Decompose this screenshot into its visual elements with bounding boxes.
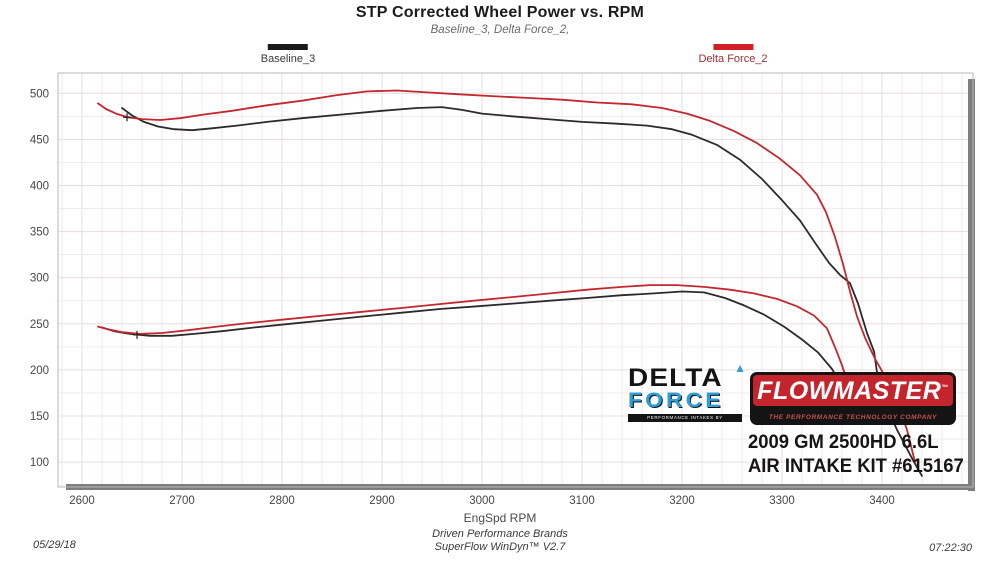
delta-force-logo-force-text: FORCE — [628, 389, 724, 412]
flowmaster-trademark: ™ — [941, 384, 949, 392]
y-tick-label: 400 — [30, 180, 49, 192]
delta-force-logo-tagline: PERFORMANCE INTAKES BY FLOWMASTER — [628, 414, 742, 422]
legend-swatch-delta-force-2 — [713, 44, 753, 50]
y-tick-label: 500 — [30, 88, 49, 100]
vehicle-info-line1: 2009 GM 2500HD 6.6L — [748, 432, 939, 453]
series-baseline3-power — [121, 106, 923, 477]
y-tick-label: 450 — [30, 134, 49, 146]
footer-brand-line: Driven Performance Brands — [432, 528, 568, 540]
delta-force-triangle-icon: ▲ — [734, 361, 746, 375]
legend-swatch-baseline-3 — [268, 44, 308, 50]
footer-software-line: SuperFlow WinDyn™ V2.7 — [434, 541, 566, 553]
delta-force-logo: DELTA ▲ FORCE PERFORMANCE INTAKES BY FLO… — [628, 361, 748, 430]
y-tick-label: 300 — [30, 273, 49, 285]
flowmaster-logo-tagline: THE PERFORMANCE TECHNOLOGY COMPANY — [768, 414, 938, 421]
flowmaster-logo-name-text: FLOWMASTER — [757, 377, 942, 405]
axis-shadow-right — [968, 79, 975, 491]
x-tick-label: 3100 — [569, 495, 595, 507]
plot-frame — [57, 72, 974, 488]
legend-label-delta-force-2: Delta Force_2 — [698, 53, 768, 65]
footer-center: Driven Performance Brands SuperFlow WinD… — [0, 528, 1000, 554]
series-deltaforce2-lower — [97, 284, 847, 379]
delta-force-logo-delta-text: DELTA — [628, 364, 723, 392]
legend-item-delta-force-2: Delta Force_2 — [698, 44, 768, 65]
legend-label-baseline-3: Baseline_3 — [260, 53, 316, 65]
footer-date: 05/29/18 — [33, 539, 76, 551]
flowmaster-logo-red-band — [753, 375, 953, 406]
x-axis-label: EngSpd RPM — [463, 511, 537, 525]
x-tick-label: 3200 — [669, 495, 695, 507]
legend-item-baseline-3: Baseline_3 — [261, 44, 315, 65]
x-tick-label: 2800 — [269, 495, 295, 507]
chart-subtitle: Baseline_3, Delta Force_2, — [430, 24, 570, 36]
y-tick-label: 100 — [30, 457, 49, 469]
x-tick-label: 2700 — [169, 495, 195, 507]
y-tick-label: 200 — [30, 365, 49, 377]
page-title: STP Corrected Wheel Power vs. RPM — [355, 4, 645, 21]
footer-time: 07:22:30 — [929, 542, 972, 554]
y-tick-label: 350 — [30, 227, 49, 239]
x-tick-label: 2900 — [369, 495, 395, 507]
vehicle-info-box: 2009 GM 2500HD 6.6L AIR INTAKE KIT #6151… — [748, 431, 964, 479]
x-tick-label: 3300 — [769, 495, 795, 507]
x-tick-label: 3400 — [869, 495, 895, 507]
series-deltaforce2-power — [97, 89, 916, 464]
flowmaster-logo: FLOWMASTER™ THE PERFORMANCE TECHNOLOGY C… — [750, 372, 956, 425]
y-tick-label: 250 — [30, 319, 49, 331]
x-tick-label: 3000 — [469, 495, 495, 507]
series-baseline3-lower — [101, 290, 839, 381]
y-tick-label: 150 — [30, 411, 49, 423]
x-tick-label: 2600 — [69, 495, 95, 507]
vehicle-info-line2: AIR INTAKE KIT #615167 — [748, 456, 964, 477]
flowmaster-logo-name: FLOWMASTER™ — [750, 377, 956, 406]
